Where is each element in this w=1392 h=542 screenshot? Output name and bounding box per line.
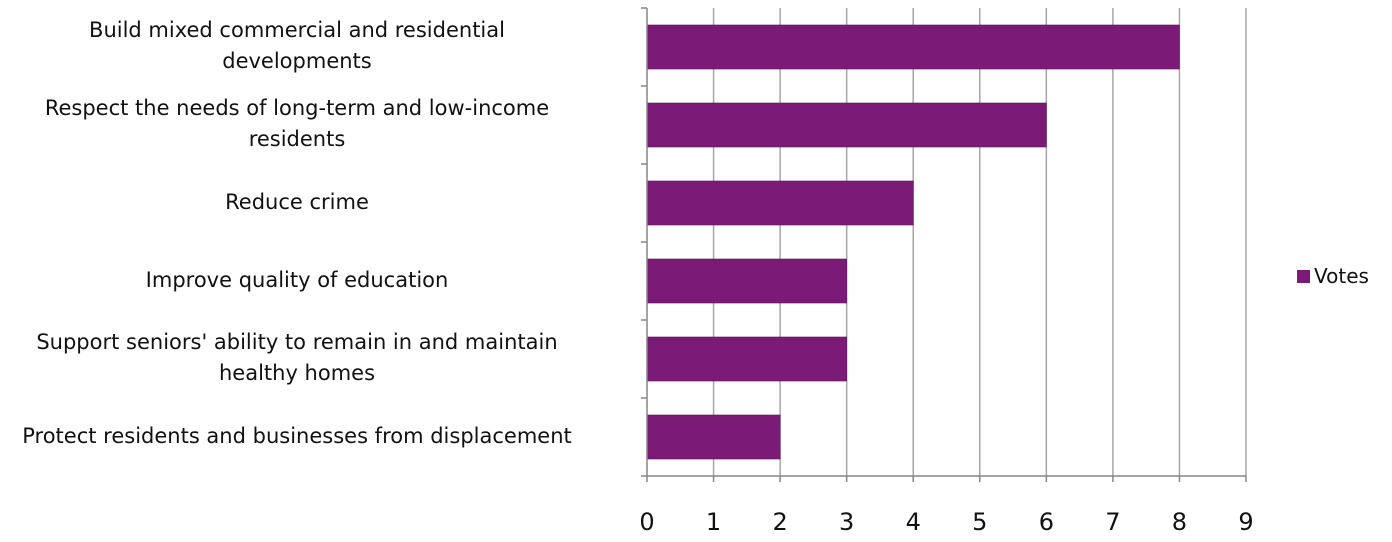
category-label: Improve quality of education bbox=[0, 265, 617, 296]
category-label: Support seniors' ability to remain in an… bbox=[0, 327, 617, 389]
bars bbox=[646, 24, 1180, 460]
category-label-line: residents bbox=[248, 127, 346, 151]
gridlines bbox=[712, 8, 1247, 476]
bar bbox=[646, 24, 1180, 70]
legend: Votes bbox=[1297, 264, 1369, 288]
axes bbox=[641, 7, 1247, 482]
category-label-line: Build mixed commercial and residential bbox=[89, 18, 505, 42]
category-label-line: Support seniors' ability to remain in an… bbox=[36, 330, 558, 354]
category-label-line: Improve quality of education bbox=[145, 267, 449, 292]
x-tick-label: 9 bbox=[1238, 508, 1254, 536]
category-label-line: Respect the needs of long-term and low-i… bbox=[44, 96, 550, 120]
legend-swatch bbox=[1297, 269, 1310, 283]
x-tick-label: 8 bbox=[1171, 508, 1188, 536]
legend-label: Votes bbox=[1314, 264, 1369, 288]
category-label-line: healthy homes bbox=[218, 361, 376, 385]
category-label-line: Protect residents and businesses from di… bbox=[22, 423, 572, 448]
x-tick-label: 5 bbox=[972, 508, 988, 536]
x-tick-label: 3 bbox=[839, 508, 855, 536]
bar bbox=[646, 414, 781, 460]
category-label: Build mixed commercial and residential de… bbox=[0, 15, 617, 77]
bar bbox=[646, 258, 847, 304]
category-label: Reduce crime bbox=[0, 187, 617, 218]
bar bbox=[646, 336, 847, 382]
x-tick-label: 4 bbox=[905, 508, 921, 536]
category-label: Respect the needs of long-term and low-i… bbox=[0, 93, 617, 155]
category-label-line: developments bbox=[222, 49, 372, 73]
bar bbox=[646, 180, 914, 226]
category-label: Protect residents and businesses from di… bbox=[0, 421, 617, 452]
x-tick-label: 1 bbox=[705, 508, 722, 536]
x-tick-label: 7 bbox=[1105, 508, 1121, 536]
bar bbox=[646, 102, 1047, 148]
x-tick-label: 0 bbox=[639, 508, 655, 536]
category-label-line: Reduce crime bbox=[225, 189, 369, 214]
x-tick-label: 6 bbox=[1038, 508, 1054, 536]
x-tick-label: 2 bbox=[772, 508, 788, 536]
